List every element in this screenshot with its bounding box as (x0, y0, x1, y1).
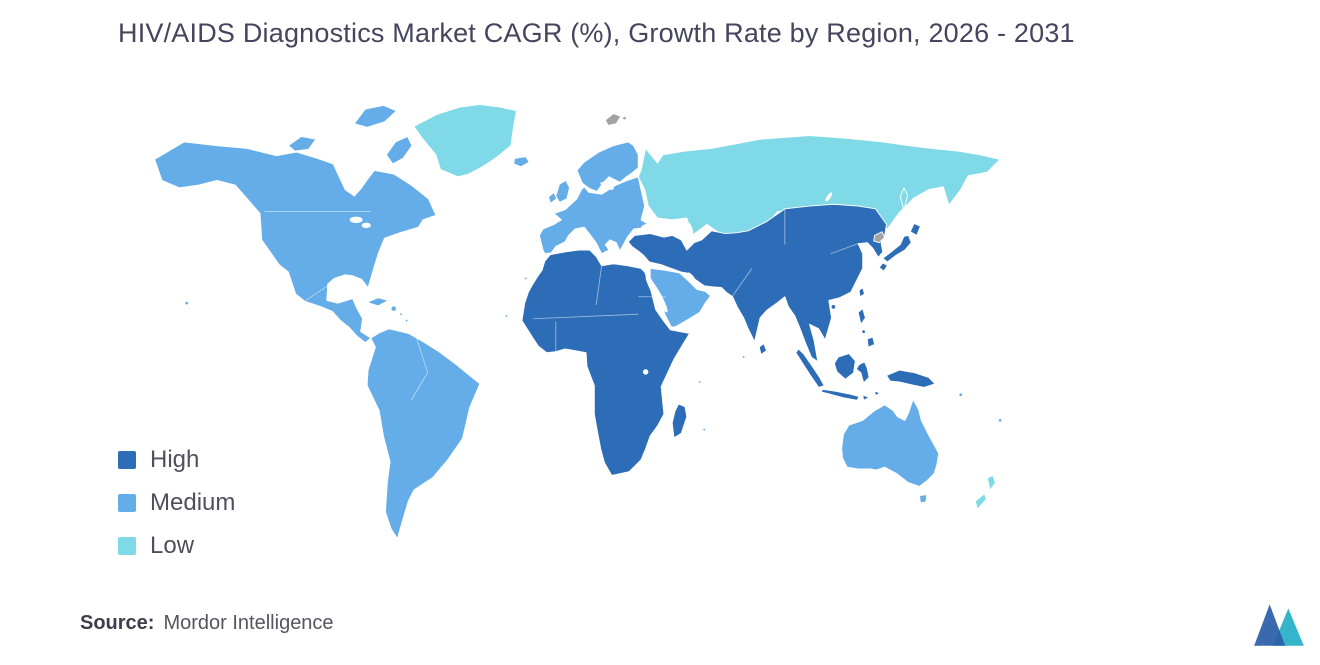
region-timor (862, 394, 870, 401)
region-scandinavia (576, 141, 639, 192)
legend-label-medium: Medium (150, 489, 236, 516)
legend-item-high: High (118, 446, 235, 474)
persian-gulf (687, 272, 698, 287)
region-cuba (366, 297, 389, 307)
region-japan-honshu (882, 234, 912, 263)
region-sakhalin (899, 187, 909, 211)
red-sea (645, 275, 668, 313)
region-ireland (548, 191, 558, 204)
lake-baikal (825, 192, 833, 202)
mordor-intelligence-logo (1254, 604, 1304, 646)
region-tasmania (919, 494, 928, 504)
region-madagascar (671, 403, 688, 439)
region-russia (637, 135, 1001, 239)
caspian-sea (682, 222, 694, 249)
region-north-america (154, 141, 437, 344)
legend-swatch-medium (118, 494, 136, 512)
region-philippines-mindanao (866, 336, 876, 348)
region-ellesmere-island (353, 104, 397, 128)
region-japan-kyushu (878, 262, 888, 272)
world-map-container (125, 98, 1005, 556)
legend-item-low: Low (118, 532, 235, 560)
region-philippines-luzon (857, 308, 866, 325)
logo-left-peak (1254, 604, 1286, 646)
legend-swatch-low (118, 537, 136, 555)
legend-label-low: Low (150, 532, 195, 559)
region-baffin-island (385, 136, 413, 165)
region-sulawesi (855, 361, 870, 384)
source-label: Source: (80, 612, 155, 634)
region-victoria-island (287, 136, 317, 152)
region-sumatra (795, 348, 825, 388)
region-borneo (833, 353, 856, 380)
region-japan-hokkaido (909, 223, 921, 236)
baltic-sea (600, 181, 614, 190)
legend-swatch-high (118, 451, 136, 469)
region-maluku (874, 390, 881, 397)
region-hispaniola (390, 305, 397, 312)
region-svalbard-islet (622, 115, 627, 121)
region-taiwan (858, 287, 865, 298)
island-specks (184, 276, 1003, 432)
region-new-zealand-south (974, 493, 987, 510)
region-north-korea (873, 231, 886, 244)
region-united-kingdom (555, 179, 571, 203)
region-australia (841, 398, 940, 487)
lake-victoria (642, 369, 649, 375)
black-sea (641, 223, 658, 233)
chart-title: HIV/AIDS Diagnostics Market CAGR (%), Gr… (118, 18, 1075, 48)
source-value: Mordor Intelligence (163, 612, 334, 634)
region-new-guinea (886, 369, 936, 388)
region-philippines-visayas (861, 329, 866, 334)
country-borders (264, 208, 859, 401)
region-south-america (366, 328, 481, 540)
legend: High Medium Low (118, 446, 235, 560)
region-new-zealand-north (986, 474, 996, 491)
region-sri-lanka (758, 343, 767, 355)
legend-item-medium: Medium (118, 489, 235, 517)
region-asia-mainland (627, 203, 887, 363)
water-bodies (349, 181, 833, 375)
region-java (821, 388, 860, 401)
region-iceland (513, 156, 530, 168)
region-hainan (830, 304, 837, 310)
source-line: Source: Mordor Intelligence (80, 612, 334, 635)
region-greenland (413, 103, 517, 178)
region-svalbard (604, 113, 622, 126)
world-map (154, 103, 1003, 540)
legend-label-high: High (150, 446, 200, 473)
region-africa (521, 249, 691, 476)
